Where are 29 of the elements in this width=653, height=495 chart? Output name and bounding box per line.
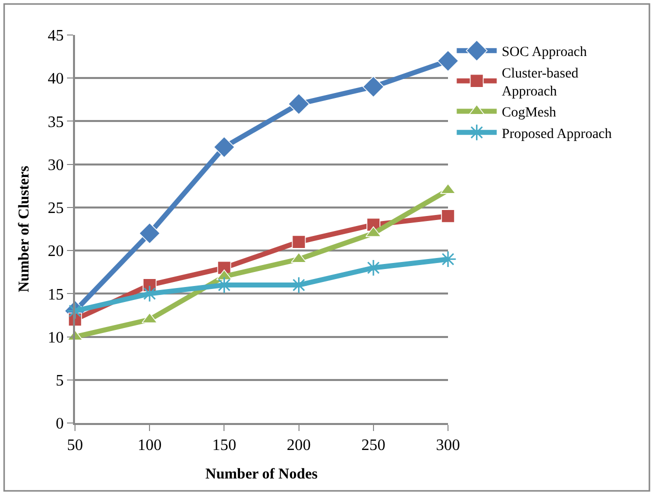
- y-tick-label: 0: [56, 416, 64, 433]
- y-axis-title: Number of Clusters: [16, 166, 33, 292]
- x-tick-label: 250: [361, 437, 386, 454]
- point: [213, 136, 235, 158]
- y-tick-label: 35: [48, 114, 64, 131]
- y-tick-label: 30: [48, 156, 64, 174]
- point: [292, 235, 306, 249]
- legend-label: Proposed Approach: [502, 126, 612, 142]
- y-tick-label: 20: [48, 243, 64, 260]
- point: [437, 50, 459, 72]
- y-tick-label: 45: [48, 28, 64, 45]
- legend-label: SOC Approach: [502, 45, 587, 60]
- point: [138, 222, 160, 244]
- point: [288, 93, 310, 115]
- legend-label: Cluster-based Approach: [502, 66, 578, 100]
- y-tick-label: 25: [48, 200, 64, 218]
- x-tick-label: 150: [212, 437, 236, 454]
- y-tick-label: 5: [56, 372, 64, 390]
- y-tick-label: 40: [48, 70, 64, 88]
- x-tick-label: 300: [436, 437, 460, 454]
- legend-label: CogMesh: [502, 106, 556, 121]
- point: [441, 209, 455, 223]
- y-tick-label: 15: [48, 286, 64, 304]
- y-tick-label: 10: [48, 329, 64, 346]
- x-tick-label: 100: [138, 437, 162, 454]
- x-tick-label: 50: [67, 437, 83, 454]
- point: [362, 76, 384, 98]
- x-axis-title: Number of Nodes: [205, 466, 318, 483]
- x-tick-label: 200: [286, 437, 311, 454]
